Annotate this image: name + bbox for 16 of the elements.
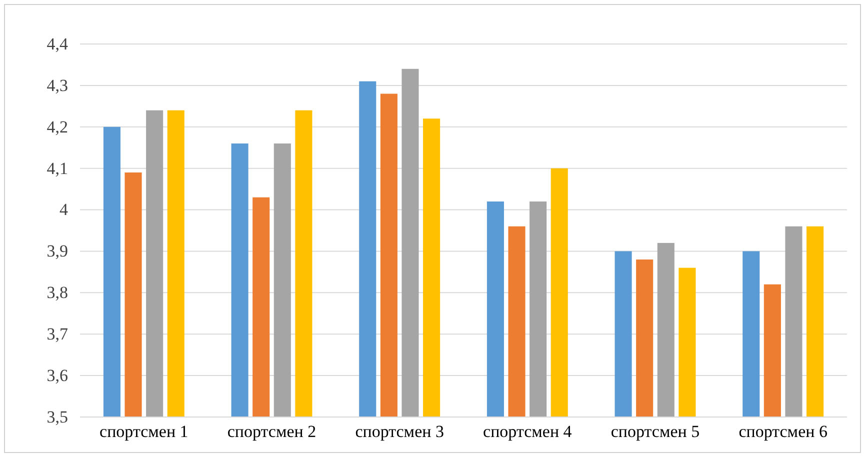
x-tick-label: спортсмен 4 (483, 422, 572, 442)
x-tick-label: спортсмен 3 (355, 422, 444, 442)
y-tick-label: 3,8 (46, 283, 68, 302)
x-tick-label: спортсмен 5 (610, 422, 700, 442)
y-tick-label: 3,7 (46, 324, 68, 344)
y-tick-label: 3,5 (46, 407, 68, 426)
y-tick-label: 4,2 (46, 117, 68, 136)
y-tick-label: 4,4 (46, 34, 68, 54)
x-tick-label: спортсмен 2 (227, 422, 316, 442)
x-tick-label: спортсмен 1 (100, 422, 188, 442)
y-tick-label: 3,9 (46, 242, 68, 261)
y-tick-label: 4,3 (46, 76, 68, 95)
y-tick-label: 3,6 (46, 366, 68, 385)
y-tick-label: 4,1 (46, 158, 68, 178)
y-tick-label: 4 (60, 200, 68, 220)
x-tick-label: спортсмен 6 (738, 422, 828, 442)
